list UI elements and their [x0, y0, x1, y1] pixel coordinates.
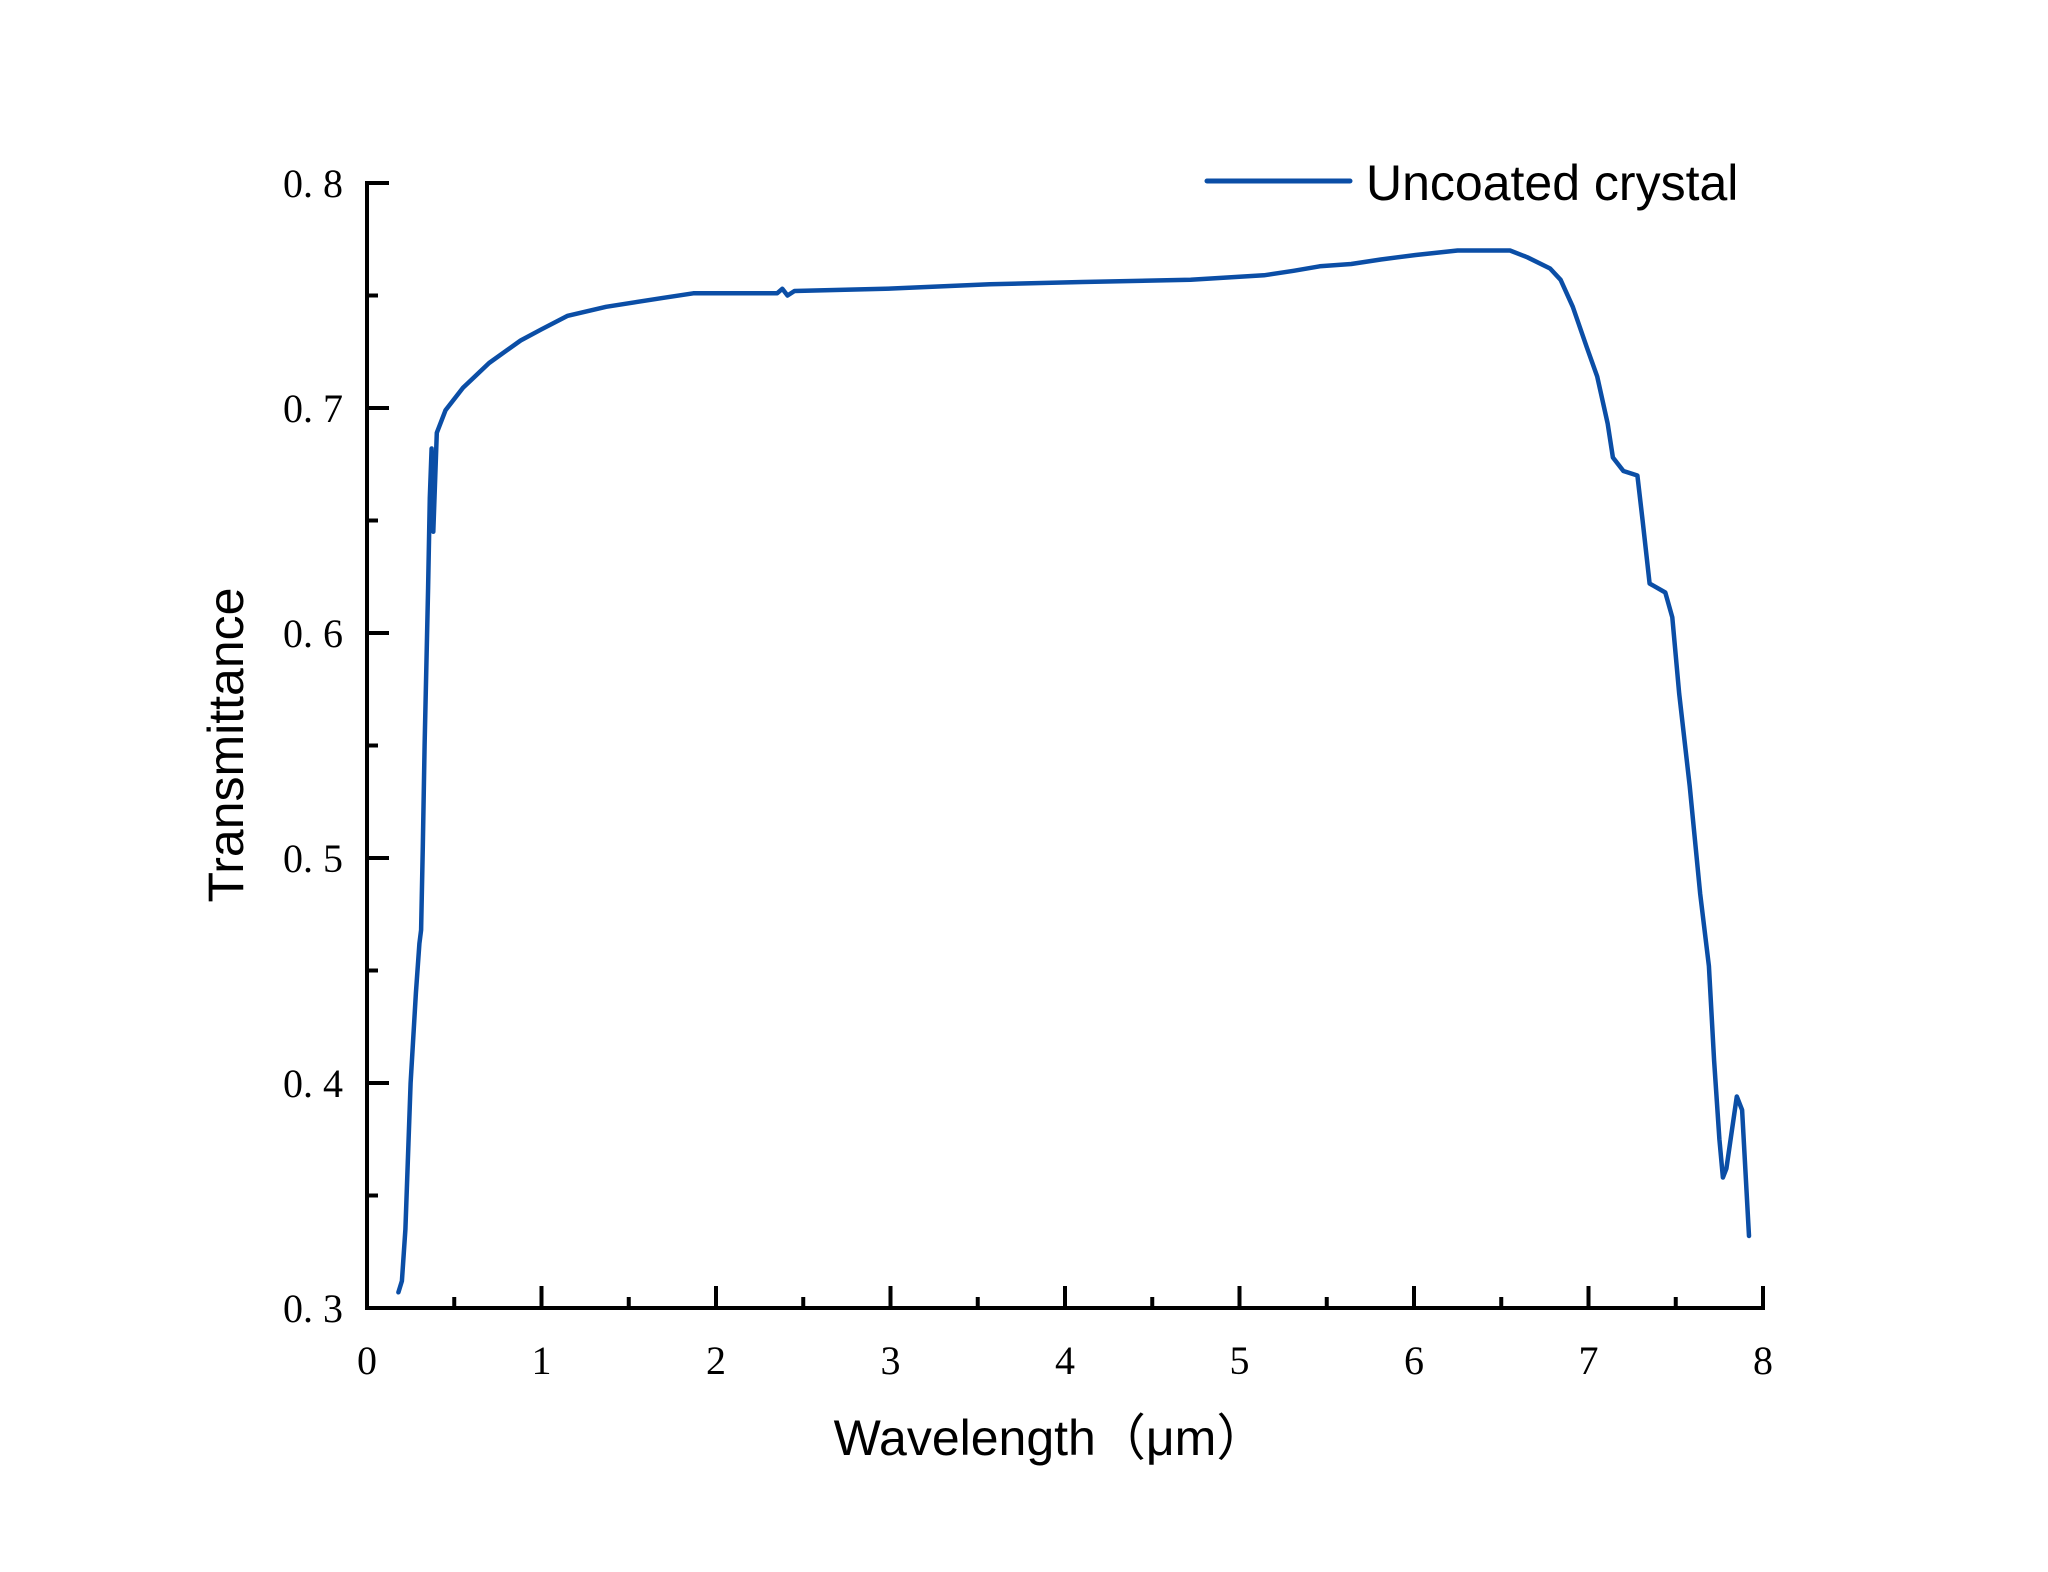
x-tick-label: 6 [1404, 1338, 1424, 1383]
legend-label: Uncoated crystal [1366, 155, 1738, 211]
x-tick-label: 0 [357, 1338, 377, 1383]
y-tick-label: 0. 7 [283, 386, 343, 431]
x-tick-label: 3 [881, 1338, 901, 1383]
x-tick-label: 5 [1230, 1338, 1250, 1383]
y-tick-label: 0. 5 [283, 836, 343, 881]
y-tick-label: 0. 4 [283, 1061, 343, 1106]
x-tick-label: 4 [1055, 1338, 1075, 1383]
y-tick-label: 0. 6 [283, 611, 343, 656]
y-tick-label: 0. 8 [283, 161, 343, 206]
x-axis-title: Wavelength（μm） [834, 1410, 1267, 1466]
legend: Uncoated crystal [1204, 155, 1738, 211]
x-axis-ticks: 0 1 2 3 4 5 6 7 8 [357, 1286, 1773, 1383]
y-tick-label: 0. 3 [283, 1286, 343, 1331]
y-axis-title: Transmittance [198, 588, 254, 903]
axes: 0 1 2 3 4 5 6 7 8 0. 3 0. 4 0. 5 0. 6 0. 7 0. 8 [283, 161, 1773, 1383]
series-line-uncoated-crystal [396, 248, 1752, 1295]
x-tick-label: 2 [706, 1338, 726, 1383]
x-tick-label: 7 [1579, 1338, 1599, 1383]
x-tick-label: 1 [532, 1338, 552, 1383]
y-axis-ticks: 0. 3 0. 4 0. 5 0. 6 0. 7 0. 8 [283, 161, 389, 1331]
x-tick-label: 8 [1753, 1338, 1773, 1383]
